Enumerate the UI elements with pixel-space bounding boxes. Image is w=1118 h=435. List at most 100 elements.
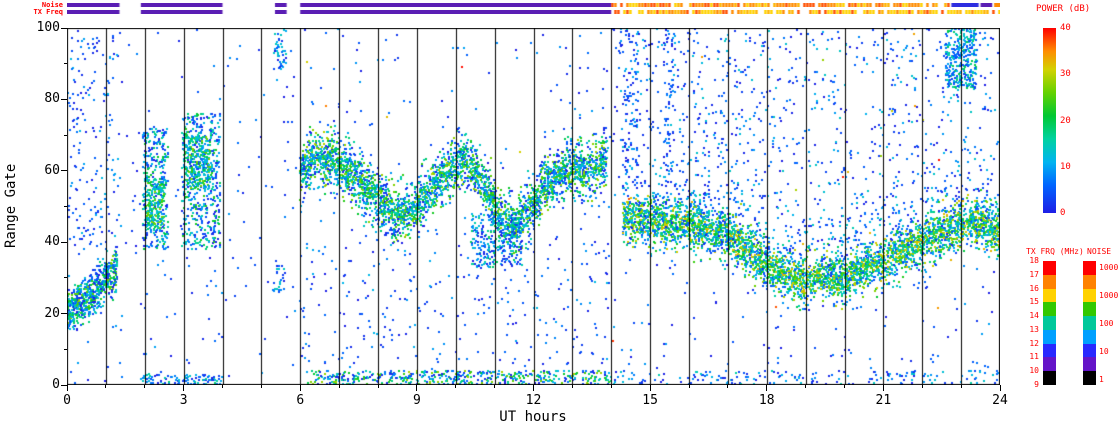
txfreq-strip-canvas xyxy=(67,10,1000,14)
x-tick-label: 12 xyxy=(525,393,542,408)
txfreq-strip-label: TX Freq xyxy=(33,8,63,16)
y-tick-label: 40 xyxy=(44,234,60,250)
txfrq-colorbar-block xyxy=(1043,261,1056,276)
x-tick-label: 6 xyxy=(296,393,305,408)
x-minor-tick-mark xyxy=(222,385,223,388)
power-tick-label: 30 xyxy=(1060,69,1071,80)
x-tick-label: 0 xyxy=(63,393,71,408)
x-tick-mark xyxy=(533,385,534,391)
x-minor-tick-mark xyxy=(727,385,729,388)
noise-colorbar-block xyxy=(1083,261,1096,276)
txfrq-colorbar-block xyxy=(1043,302,1056,317)
x-axis-label: UT hours xyxy=(499,409,567,425)
x-minor-tick-mark xyxy=(571,385,573,388)
x-minor-tick-mark xyxy=(144,385,146,388)
y-tick-mark xyxy=(61,313,67,315)
x-tick-label: 9 xyxy=(412,393,421,408)
noise-strip-canvas xyxy=(67,3,1000,7)
txfrq-tick-label: 10 xyxy=(1029,366,1039,376)
txfrq-colorbar-block xyxy=(1043,288,1056,303)
x-minor-tick-mark xyxy=(688,385,690,388)
x-tick-label: 15 xyxy=(642,393,658,408)
txfrq-colorbar-block xyxy=(1043,357,1056,372)
txfrq-tick-label: 13 xyxy=(1029,324,1039,334)
power-tick-label: 10 xyxy=(1060,161,1071,172)
y-axis-label: Range Gate xyxy=(3,163,19,248)
noise-tick-label: 1000 xyxy=(1099,290,1118,300)
y-tick-mark xyxy=(61,384,67,386)
noise-tick-label: 10 xyxy=(1099,346,1109,356)
y-tick-label: 100 xyxy=(36,20,60,35)
txfrq-tick-label: 14 xyxy=(1029,311,1039,321)
y-minor-tick-mark xyxy=(64,134,67,136)
txfrq-tick-label: 17 xyxy=(1029,269,1039,279)
power-tick-label: 0 xyxy=(1060,208,1066,218)
x-tick-label: 18 xyxy=(758,393,775,408)
y-minor-tick-mark xyxy=(64,63,67,65)
noise-colorbar-block xyxy=(1083,371,1096,386)
y-tick-label: 80 xyxy=(44,91,60,107)
y-minor-tick-mark xyxy=(64,277,67,279)
x-minor-tick-mark xyxy=(805,385,807,388)
noise-colorbar-block xyxy=(1083,302,1096,317)
noise-colorbar-block xyxy=(1083,343,1096,358)
x-minor-tick-mark xyxy=(377,385,379,388)
txfrq-colorbar-block xyxy=(1043,316,1056,331)
x-tick-mark xyxy=(299,385,301,391)
x-minor-tick-mark xyxy=(338,385,340,388)
x-tick-mark xyxy=(766,385,768,391)
y-tick-label: 20 xyxy=(44,305,60,321)
txfrq-colorbar-block xyxy=(1043,343,1056,358)
x-tick-mark xyxy=(66,385,68,391)
y-minor-tick-mark xyxy=(64,206,67,207)
y-tick-mark xyxy=(61,98,67,100)
x-minor-tick-mark xyxy=(610,385,612,388)
noise-colorbar-block xyxy=(1083,288,1096,303)
noise-strip-label: Noise xyxy=(41,1,63,9)
noise-colorbar-block xyxy=(1083,357,1096,372)
y-minor-tick-mark xyxy=(64,348,67,350)
x-tick-mark xyxy=(649,385,651,391)
txfrq-tick-label: 9 xyxy=(1034,380,1039,389)
txfrq-tick-label: 12 xyxy=(1029,338,1039,348)
x-minor-tick-mark xyxy=(960,385,962,388)
x-tick-label: 21 xyxy=(875,393,892,408)
y-tick-label: 0 xyxy=(52,377,60,392)
y-tick-mark xyxy=(61,27,67,29)
txfrq-colorbar-block xyxy=(1043,329,1056,345)
power-colorbar-title: POWER (dB) xyxy=(1036,4,1091,14)
noise-tick-label: 1 xyxy=(1099,375,1104,385)
noise-tick-label: 10000 xyxy=(1099,263,1118,273)
noise-colorbar-title: NOISE xyxy=(1087,247,1112,256)
txfrq-tick-label: 11 xyxy=(1029,352,1039,362)
x-tick-mark xyxy=(183,385,185,391)
x-tick-label: 3 xyxy=(179,393,188,408)
plot-canvas xyxy=(67,28,1000,385)
txfrq-colorbar-title: TX FRQ (MHz) xyxy=(1026,247,1084,256)
x-minor-tick-mark xyxy=(455,385,457,388)
txfrq-colorbar-block xyxy=(1043,371,1056,386)
x-tick-label: 24 xyxy=(992,393,1008,408)
x-tick-mark xyxy=(416,385,418,391)
noise-colorbar-block xyxy=(1083,274,1096,290)
noise-colorbar-block xyxy=(1083,316,1096,331)
power-tick-label: 20 xyxy=(1060,115,1071,126)
x-minor-tick-mark xyxy=(921,385,923,388)
noise-tick-label: 100 xyxy=(1099,319,1114,329)
power-colorbar xyxy=(1043,28,1056,213)
x-tick-mark xyxy=(999,385,1001,391)
y-tick-mark xyxy=(61,241,67,243)
x-minor-tick-mark xyxy=(260,385,262,388)
y-tick-mark xyxy=(61,170,67,172)
x-tick-mark xyxy=(882,385,884,391)
txfrq-tick-label: 15 xyxy=(1029,297,1039,307)
y-tick-label: 60 xyxy=(44,162,60,178)
x-minor-tick-mark xyxy=(494,385,496,388)
txfrq-colorbar-block xyxy=(1043,274,1056,290)
x-minor-tick-mark xyxy=(105,385,107,388)
power-tick-label: 40 xyxy=(1060,23,1071,33)
txfrq-tick-label: 18 xyxy=(1029,256,1039,265)
x-minor-tick-mark xyxy=(844,385,845,388)
txfrq-tick-label: 16 xyxy=(1029,283,1039,293)
